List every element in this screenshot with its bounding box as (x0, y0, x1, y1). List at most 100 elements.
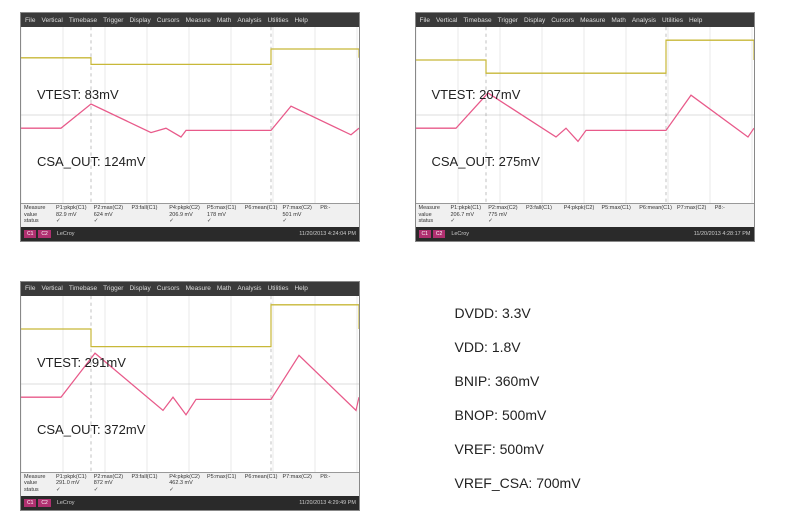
menu-item[interactable]: File (25, 17, 35, 24)
scope-panel-1: File Vertical Timebase Trigger Display Cursor… (415, 12, 770, 251)
vtest-label: VTEST: 207mV (432, 87, 521, 102)
menu-item[interactable]: Timebase (463, 17, 491, 24)
param-line: VREF_CSA: 700mV (455, 475, 770, 491)
menu-item[interactable]: File (420, 17, 430, 24)
status-bar: C1C2LeCroy11/20/2013 4:24:04 PM (21, 227, 359, 241)
menu-item[interactable]: Measure (186, 285, 211, 292)
measure-cell: P5:max(C1) (207, 474, 243, 481)
measure-cell: P5:max(C1) (602, 205, 638, 212)
param-line: VDD: 1.8V (455, 339, 770, 355)
measure-cell: P1:pkpk(C1)206.7 mV✓ (451, 205, 487, 225)
param-label: DVDD: (455, 305, 502, 321)
measure-cell: P8:- (715, 205, 751, 212)
menu-item[interactable]: Math (217, 17, 231, 24)
measure-cell: P8:- (320, 205, 356, 212)
menu-item[interactable]: Measure (186, 17, 211, 24)
measure-cell: P2:max(C2)872 mV✓ (94, 474, 130, 494)
param-label: VREF: (455, 441, 500, 457)
measure-header: Measurevaluestatus (419, 205, 449, 225)
menu-item[interactable]: Vertical (41, 285, 62, 292)
scope-menubar: File Vertical Timebase Trigger Display Cursor… (21, 13, 359, 27)
param-line: BNIP: 360mV (455, 373, 770, 389)
waveform-area: VTEST: 83mV CSA_OUT: 124mV (21, 27, 359, 203)
status-bar: C1C2LeCroy11/20/2013 4:29:49 PM (21, 496, 359, 510)
vtest-trace (416, 40, 754, 73)
measure-cell: P7:max(C2) (283, 474, 319, 481)
measure-cell: P1:pkpk(C1)82.9 mV✓ (56, 205, 92, 225)
measure-cell: P7:max(C2)501 mV✓ (283, 205, 319, 225)
measure-cell: P4:pkpk(C2) (564, 205, 600, 212)
param-value: 360mV (495, 373, 539, 389)
measure-header: Measurevaluestatus (24, 205, 54, 225)
menu-item[interactable]: Math (217, 285, 231, 292)
param-value: 1.8V (492, 339, 521, 355)
scope-panel-2: File Vertical Timebase Trigger Display Cursor… (20, 281, 375, 520)
parameters-panel: DVDD: 3.3V VDD: 1.8V BNIP: 360mV BNOP: 500m… (415, 281, 770, 520)
menu-item[interactable]: Measure (580, 17, 605, 24)
menu-item[interactable]: Vertical (436, 17, 457, 24)
menu-item[interactable]: Utilities (268, 17, 289, 24)
menu-item[interactable]: Vertical (41, 17, 62, 24)
csa-out-label: CSA_OUT: 372mV (37, 422, 145, 437)
vtest-label: VTEST: 83mV (37, 87, 119, 102)
menu-item[interactable]: Help (294, 17, 307, 24)
timestamp: 11/20/2013 4:29:49 PM (299, 500, 356, 506)
vtest-label: VTEST: 291mV (37, 355, 126, 370)
brand-label: LeCroy (57, 231, 75, 237)
measure-cell: P6:mean(C1) (245, 474, 281, 481)
menu-item[interactable]: Trigger (103, 285, 123, 292)
csa-out-label: CSA_OUT: 124mV (37, 154, 145, 169)
brand-label: LeCroy (451, 231, 469, 237)
menu-item[interactable]: Trigger (498, 17, 518, 24)
param-label: BNIP: (455, 373, 495, 389)
menu-item[interactable]: Analysis (632, 17, 656, 24)
waveform-area: VTEST: 207mVCSA_OUT: 275mV (416, 27, 754, 203)
measure-cell: P6:mean(C1) (245, 205, 281, 212)
scope-footer: MeasurevaluestatusP1:pkpk(C1)82.9 mV✓P2:… (21, 203, 359, 241)
measure-cell: P2:max(C2)624 mV✓ (94, 205, 130, 225)
measure-cell: P2:max(C2)775 mV✓ (488, 205, 524, 225)
menu-item[interactable]: Utilities (662, 17, 683, 24)
scope-footer: MeasurevaluestatusP1:pkpk(C1)291.0 mV✓P2… (21, 472, 359, 510)
measure-cell: P3:fall(C1) (132, 474, 168, 481)
timestamp: 11/20/2013 4:24:04 PM (299, 231, 356, 237)
vtest-trace (21, 49, 359, 64)
measure-cell: P3:fall(C1) (132, 205, 168, 212)
status-bar: C1C2LeCroy11/20/2013 4:28:17 PM (416, 227, 754, 241)
menu-item[interactable]: Analysis (237, 285, 261, 292)
menu-item[interactable]: Display (524, 17, 545, 24)
param-line: DVDD: 3.3V (455, 305, 770, 321)
measure-cell: P6:mean(C1) (639, 205, 675, 212)
param-label: BNOP: (455, 407, 502, 423)
menu-item[interactable]: Help (294, 285, 307, 292)
menu-item[interactable]: Timebase (69, 17, 97, 24)
measure-header: Measurevaluestatus (24, 474, 54, 494)
menu-item[interactable]: File (25, 285, 35, 292)
param-value: 500mV (500, 441, 544, 457)
measure-cell: P1:pkpk(C1)291.0 mV✓ (56, 474, 92, 494)
menu-item[interactable]: Display (129, 285, 150, 292)
measure-cell: P3:fall(C1) (526, 205, 562, 212)
brand-label: LeCroy (57, 500, 75, 506)
menu-item[interactable]: Math (611, 17, 625, 24)
param-value: 700mV (536, 475, 580, 491)
scope-menubar: File Vertical Timebase Trigger Display Cursor… (21, 282, 359, 296)
menu-item[interactable]: Cursors (551, 17, 574, 24)
menu-item[interactable]: Timebase (69, 285, 97, 292)
param-value: 500mV (502, 407, 546, 423)
param-label: VDD: (455, 339, 492, 355)
menu-item[interactable]: Cursors (157, 285, 180, 292)
menu-item[interactable]: Analysis (237, 17, 261, 24)
vtest-trace (21, 304, 359, 346)
waveform-area: VTEST: 291mV CSA_OUT: 372mV (21, 296, 359, 472)
measure-cell: P4:pkpk(C2)462.3 mV✓ (169, 474, 205, 494)
measure-cell: P8:- (320, 474, 356, 481)
menu-item[interactable]: Utilities (268, 285, 289, 292)
menu-item[interactable]: Cursors (157, 17, 180, 24)
menu-item[interactable]: Display (129, 17, 150, 24)
measure-cell: P7:max(C2) (677, 205, 713, 212)
param-line: BNOP: 500mV (455, 407, 770, 423)
menu-item[interactable]: Trigger (103, 17, 123, 24)
csa-trace (21, 104, 359, 137)
menu-item[interactable]: Help (689, 17, 702, 24)
